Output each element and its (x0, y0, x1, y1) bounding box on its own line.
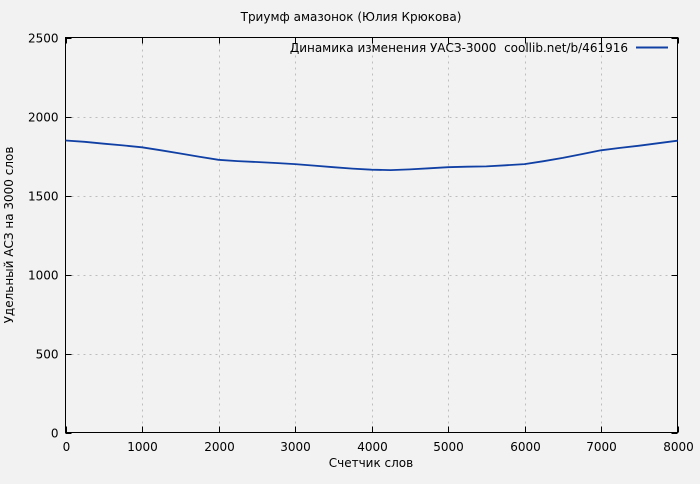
plot-border (65, 37, 678, 433)
x-tick-label: 3000 (280, 440, 311, 454)
x-tick-label: 7000 (586, 440, 617, 454)
y-tick-label: 1500 (28, 190, 59, 204)
tick-labels: 0 1000 2000 3000 4000 5000 6000 7000 8000 0 500 100… (28, 32, 694, 455)
y-tick-label: 500 (36, 348, 59, 362)
legend: Динамика изменения УАСЗ-3000 coollib.net… (290, 41, 668, 55)
x-tick-label: 0 (63, 440, 71, 454)
y-axis-label: Удельный АСЗ на 3000 слов (2, 147, 16, 324)
axis-ticks (65, 37, 679, 434)
x-tick-label: 8000 (663, 440, 694, 454)
gridlines (65, 37, 678, 433)
y-tick-label: 0 (51, 427, 59, 441)
x-tick-label: 2000 (204, 440, 235, 454)
x-tick-label: 1000 (127, 440, 158, 454)
y-tick-label: 2000 (28, 111, 59, 125)
legend-series-label: Динамика изменения УАСЗ-3000 coollib.net… (290, 41, 628, 55)
data-series-line (65, 139, 678, 172)
y-tick-label: 1000 (28, 269, 59, 283)
x-axis-label: Счетчик слов (329, 456, 413, 470)
x-tick-label: 5000 (433, 440, 464, 454)
x-tick-label: 6000 (510, 440, 541, 454)
y-tick-label: 2500 (28, 32, 59, 46)
x-tick-label: 4000 (357, 440, 388, 454)
chart-title: Триумф амазонок (Юлия Крюкова) (240, 10, 462, 24)
